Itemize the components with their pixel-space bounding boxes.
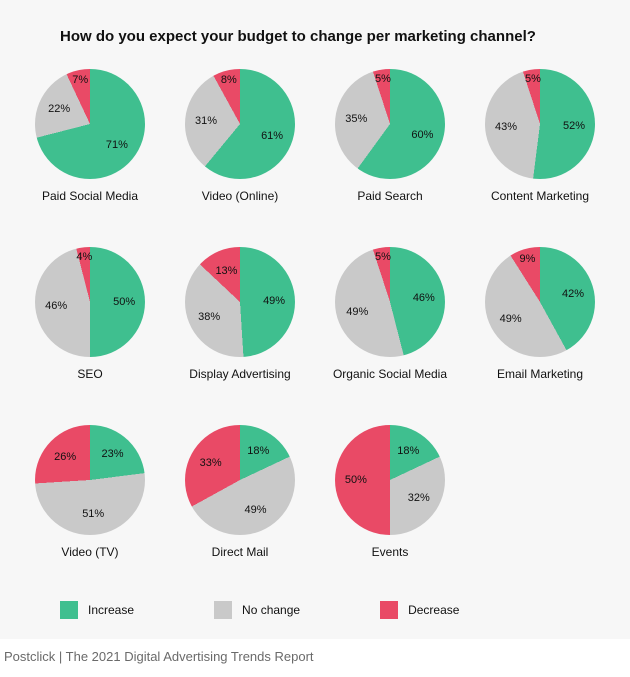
pie-grid: 71% 22% 7% Paid Social Media 61% 31% 8% Video (…	[24, 69, 606, 575]
pie-slice-pct: 52%	[563, 120, 585, 132]
pie-slice-pct: 50%	[113, 296, 135, 308]
pie-slice-pct: 49%	[500, 313, 522, 325]
pie-wrap: 49% 38% 13%	[185, 247, 295, 357]
pie-chart	[185, 425, 295, 535]
legend-item: Decrease	[380, 601, 459, 619]
pie-wrap: 60% 35% 5%	[335, 69, 445, 179]
pie-label: SEO	[77, 367, 102, 397]
legend-label: Decrease	[408, 603, 459, 617]
pie-label: Email Marketing	[497, 367, 583, 397]
pie-slice-pct: 49%	[263, 295, 285, 307]
pie-slice-pct: 33%	[200, 457, 222, 469]
pie-slice-pct: 43%	[495, 121, 517, 133]
pie-wrap: 61% 31% 8%	[185, 69, 295, 179]
pie-wrap: 23% 51% 26%	[35, 425, 145, 535]
pie-slice-pct: 51%	[82, 508, 104, 520]
pie-slice-pct: 61%	[261, 130, 283, 142]
pie-cell: 61% 31% 8% Video (Online)	[175, 69, 305, 219]
pie-wrap: 18% 49% 33%	[185, 425, 295, 535]
pie-wrap: 52% 43% 5%	[485, 69, 595, 179]
pie-cell: 49% 38% 13% Display Advertising	[175, 247, 305, 397]
legend-swatch	[60, 601, 78, 619]
pie-label: Video (Online)	[202, 189, 279, 219]
pie-label: Content Marketing	[491, 189, 589, 219]
pie-slice-pct: 49%	[346, 306, 368, 318]
pie-slice-pct: 42%	[562, 288, 584, 300]
legend-swatch	[214, 601, 232, 619]
pie-slice-pct: 22%	[48, 103, 70, 115]
pie-slice-pct: 31%	[195, 115, 217, 127]
chart-card: How do you expect your budget to change …	[0, 0, 630, 639]
chart-caption: Postclick | The 2021 Digital Advertising…	[0, 639, 630, 664]
legend-label: Increase	[88, 603, 134, 617]
pie-wrap: 50% 46% 4%	[35, 247, 145, 357]
pie-chart	[485, 247, 595, 357]
pie-slice-pct: 4%	[76, 251, 92, 263]
pie-slice-pct: 5%	[525, 73, 541, 85]
pie-label: Direct Mail	[212, 545, 269, 575]
pie-slice-pct: 38%	[198, 311, 220, 323]
chart-title: How do you expect your budget to change …	[60, 28, 606, 45]
pie-slice-pct: 9%	[519, 253, 535, 265]
pie-cell: 52% 43% 5% Content Marketing	[475, 69, 605, 219]
pie-slice-pct: 18%	[397, 445, 419, 457]
pie-slice-pct: 7%	[72, 74, 88, 86]
legend-item: No change	[214, 601, 300, 619]
pie-slice-pct: 8%	[221, 74, 237, 86]
pie-slice-pct: 60%	[411, 129, 433, 141]
pie-slice-pct: 46%	[45, 300, 67, 312]
pie-label: Paid Search	[357, 189, 422, 219]
pie-label: Display Advertising	[189, 367, 290, 397]
pie-slice-pct: 26%	[54, 451, 76, 463]
pie-slice-pct: 35%	[345, 113, 367, 125]
pie-label: Video (TV)	[61, 545, 118, 575]
pie-slice-pct: 71%	[106, 139, 128, 151]
pie-cell: 46% 49% 5% Organic Social Media	[325, 247, 455, 397]
pie-wrap: 71% 22% 7%	[35, 69, 145, 179]
legend: Increase No change Decrease	[24, 601, 606, 619]
pie-cell: 42% 49% 9% Email Marketing	[475, 247, 605, 397]
pie-slice-pct: 46%	[413, 292, 435, 304]
pie-cell: 60% 35% 5% Paid Search	[325, 69, 455, 219]
pie-slice-pct: 18%	[247, 445, 269, 457]
pie-cell: 18% 32% 50% Events	[325, 425, 455, 575]
pie-wrap: 46% 49% 5%	[335, 247, 445, 357]
pie-cell: 23% 51% 26% Video (TV)	[25, 425, 155, 575]
pie-slice-pct: 49%	[244, 504, 266, 516]
legend-item: Increase	[60, 601, 134, 619]
legend-label: No change	[242, 603, 300, 617]
pie-cell: 71% 22% 7% Paid Social Media	[25, 69, 155, 219]
pie-slice-pct: 13%	[215, 265, 237, 277]
pie-label: Paid Social Media	[42, 189, 138, 219]
pie-slice-pct: 50%	[345, 474, 367, 486]
legend-swatch	[380, 601, 398, 619]
pie-cell: 50% 46% 4% SEO	[25, 247, 155, 397]
pie-chart	[35, 69, 145, 179]
pie-label: Events	[372, 545, 409, 575]
pie-slice-pct: 5%	[375, 251, 391, 263]
pie-slice-pct: 5%	[375, 73, 391, 85]
pie-wrap: 42% 49% 9%	[485, 247, 595, 357]
pie-cell: 18% 49% 33% Direct Mail	[175, 425, 305, 575]
pie-slice-pct: 23%	[102, 448, 124, 460]
pie-label: Organic Social Media	[333, 367, 447, 397]
pie-slice-pct: 32%	[408, 492, 430, 504]
pie-wrap: 18% 32% 50%	[335, 425, 445, 535]
